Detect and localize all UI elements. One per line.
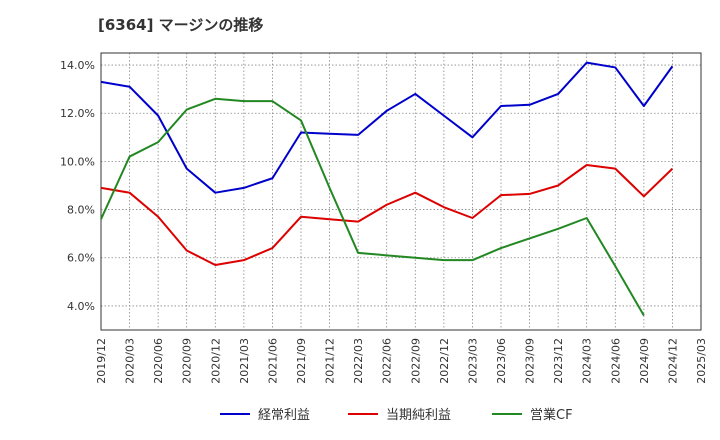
y-tick-label: 4.0% (67, 300, 95, 313)
y-tick-label: 14.0% (60, 59, 95, 72)
x-tick-label: 2022/03 (352, 338, 365, 384)
x-tick-label: 2020/06 (152, 338, 165, 384)
legend-label-1: 経常利益 (258, 408, 310, 423)
x-tick-label: 2022/12 (438, 338, 451, 384)
x-tick-label: 2023/12 (552, 338, 565, 384)
x-tick-label: 2021/03 (238, 338, 251, 384)
plot-area (101, 53, 701, 330)
series-line-3 (100, 97, 645, 317)
plot-frame (100, 52, 702, 331)
legend-label-2: 当期純利益 (386, 408, 451, 423)
y-tick-label: 8.0% (67, 204, 95, 217)
x-tick-label: 2023/06 (495, 338, 508, 384)
x-tick-label: 2019/12 (95, 338, 108, 384)
y-tick-label: 6.0% (67, 252, 95, 265)
x-tick-label: 2021/12 (324, 338, 337, 384)
series-line-2 (100, 164, 674, 266)
x-tick-label: 2020/12 (209, 338, 222, 384)
x-tick-label: 2020/03 (124, 338, 137, 384)
legend-label-3: 営業CF (530, 407, 573, 423)
x-tick-label: 2020/09 (181, 338, 194, 384)
series-line-1 (100, 61, 674, 194)
x-tick-label: 2022/09 (409, 338, 422, 384)
x-tick-label: 2022/06 (381, 338, 394, 384)
x-tick-label: 2021/09 (295, 338, 308, 384)
x-tick-label: 2024/06 (609, 338, 622, 384)
y-tick-label: 12.0% (60, 107, 95, 120)
x-tick-label: 2021/06 (266, 338, 279, 384)
x-tick-label: 2024/09 (638, 338, 651, 384)
y-tick-label: 10.0% (60, 155, 95, 168)
chart-title: [6364] マージンの推移 (98, 16, 264, 34)
x-tick-label: 2025/03 (695, 338, 708, 384)
x-tick-label: 2023/09 (524, 338, 537, 384)
x-tick-label: 2023/03 (466, 338, 479, 384)
x-tick-label: 2024/12 (666, 338, 679, 384)
x-tick-label: 2024/03 (581, 338, 594, 384)
